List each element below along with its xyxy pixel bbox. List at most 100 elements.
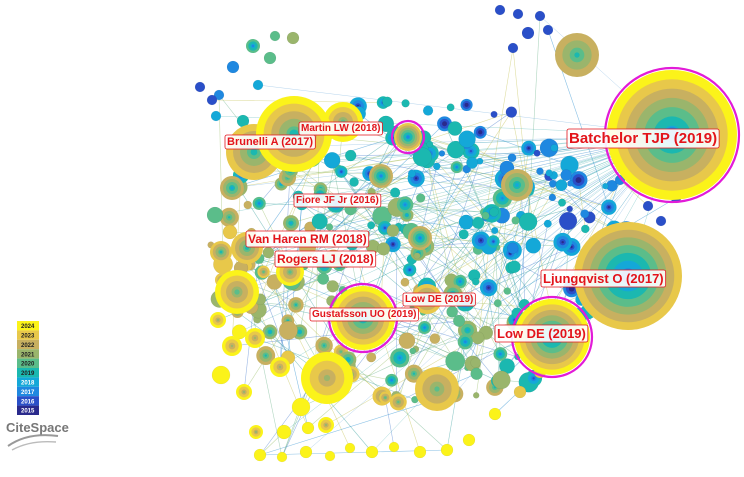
citation-node[interactable] [256,346,276,366]
citation-node[interactable] [567,180,574,187]
citation-node[interactable] [413,445,427,459]
citation-node[interactable] [472,216,485,229]
citation-node[interactable] [262,246,275,259]
node-label-fiore[interactable]: Fiore JF Jr (2016) [293,193,382,208]
citation-node[interactable] [398,332,416,349]
citation-node[interactable] [601,199,617,215]
citation-node[interactable] [286,31,300,45]
node-label-low2019a[interactable]: Low DE (2019) [494,324,589,343]
citation-node[interactable] [458,229,469,240]
citation-node[interactable] [215,270,259,314]
citation-node[interactable] [521,140,537,156]
citation-node[interactable] [466,156,479,169]
citation-node[interactable] [269,30,281,42]
citation-node[interactable] [263,51,277,65]
citation-node[interactable] [291,397,311,417]
citation-node[interactable] [311,213,328,230]
citation-node[interactable] [553,232,572,252]
citation-node[interactable] [472,392,480,399]
citation-node[interactable] [533,149,541,157]
citation-node[interactable] [222,224,238,240]
citation-node[interactable] [525,237,542,254]
citation-node[interactable] [276,424,292,440]
citation-node[interactable] [518,212,538,231]
citation-node[interactable] [489,207,499,217]
citation-node[interactable] [458,214,474,230]
citation-node[interactable] [283,215,299,232]
citation-node[interactable] [276,451,288,463]
citation-node[interactable] [507,242,519,254]
citation-node[interactable] [429,333,441,344]
citation-node[interactable] [409,347,417,355]
citation-node[interactable] [344,442,356,454]
citation-node[interactable] [252,196,266,210]
citation-node[interactable] [458,130,476,148]
citation-node[interactable] [243,200,252,210]
citation-node[interactable] [452,314,466,327]
citation-node[interactable] [335,165,348,178]
citation-node[interactable] [550,144,559,152]
citation-node[interactable] [236,384,252,400]
citation-node[interactable] [376,242,391,256]
citation-node[interactable] [457,334,473,350]
citation-node[interactable] [219,207,239,227]
citation-node[interactable] [222,336,242,356]
citation-node[interactable] [470,357,481,368]
citation-node[interactable] [505,106,518,118]
citation-node[interactable] [344,149,357,162]
citation-node[interactable] [317,272,330,285]
citation-node[interactable] [507,42,519,54]
citation-node[interactable] [512,8,524,20]
citation-node[interactable] [401,99,410,108]
citation-node[interactable] [231,324,247,340]
citation-node[interactable] [580,209,590,219]
citation-node[interactable] [386,224,400,237]
citation-node[interactable] [479,279,498,297]
citation-node[interactable] [445,351,466,372]
citation-node[interactable] [246,39,260,53]
node-label-batchelor[interactable]: Batchelor TJP (2019) [566,128,720,149]
citation-node[interactable] [418,321,432,335]
citation-node[interactable] [194,81,206,93]
node-label-rogers[interactable]: Rogers LJ (2018) [274,250,377,268]
citation-node[interactable] [493,299,502,308]
citation-node[interactable] [501,169,533,201]
citation-node[interactable] [301,421,315,435]
citation-node[interactable] [400,277,410,287]
node-label-ljungqvist[interactable]: Ljungqvist O (2017) [540,269,667,288]
citation-node[interactable] [471,231,490,250]
citation-node[interactable] [557,198,567,207]
citation-node[interactable] [558,211,578,231]
citation-node[interactable] [407,169,416,178]
citation-node[interactable] [490,110,498,118]
citation-node[interactable] [262,324,278,340]
citation-node[interactable] [493,347,508,361]
citation-node[interactable] [545,169,553,177]
citation-node[interactable] [534,10,546,22]
citation-node[interactable] [507,153,517,163]
citation-node[interactable] [471,331,485,345]
node-label-low2019b[interactable]: Low DE (2019) [402,292,476,307]
citation-node[interactable] [252,79,264,91]
citation-node[interactable] [503,287,512,295]
citation-node[interactable] [560,169,572,181]
citation-node[interactable] [513,385,527,399]
citation-node[interactable] [323,152,341,169]
citation-node[interactable] [412,147,432,167]
citation-node[interactable] [367,221,376,230]
citation-node[interactable] [220,176,244,200]
citation-node[interactable] [257,265,270,279]
citation-node[interactable] [481,211,490,220]
citation-node[interactable] [440,443,454,457]
citation-node[interactable] [602,182,609,190]
citation-node[interactable] [473,125,487,139]
citation-node[interactable] [416,193,426,203]
citation-node[interactable] [508,260,521,273]
citation-node[interactable] [536,167,544,176]
citation-node[interactable] [447,121,463,136]
citation-node[interactable] [210,110,222,122]
citation-node[interactable] [548,193,557,202]
citation-node[interactable] [206,206,224,224]
citation-node[interactable] [213,89,225,101]
citation-node[interactable] [389,393,407,411]
